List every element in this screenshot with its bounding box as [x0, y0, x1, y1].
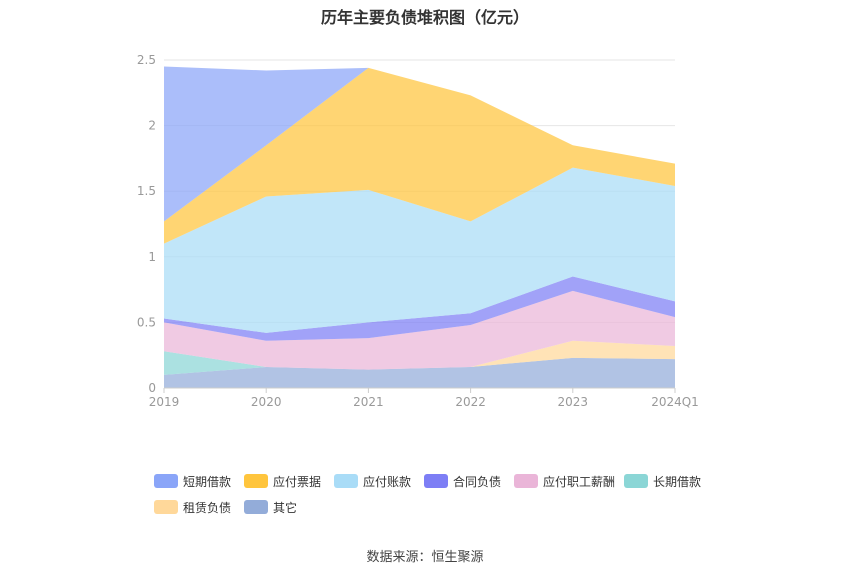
legend-label: 其它	[273, 500, 298, 515]
y-tick-label: 1	[148, 250, 156, 264]
area-series	[164, 66, 675, 388]
y-tick-label: 0.5	[137, 315, 156, 329]
legend-swatch	[514, 474, 538, 488]
legend-item[interactable]: 其它	[244, 498, 297, 516]
legend-swatch	[244, 474, 268, 488]
y-tick-label: 2	[148, 119, 156, 133]
x-tick-label: 2019	[149, 395, 180, 409]
area-1[interactable]	[164, 340, 675, 375]
area-4[interactable]	[164, 276, 675, 341]
y-tick-label: 0	[148, 381, 156, 395]
legend-label: 短期借款	[183, 474, 232, 489]
legend-label: 租赁负债	[183, 500, 232, 515]
legend-label: 应付账款	[363, 474, 412, 489]
x-tick-label: 2021	[353, 395, 384, 409]
legend-item[interactable]: 应付职工薪酬	[514, 472, 615, 490]
area-7[interactable]	[164, 66, 675, 222]
legend-item[interactable]: 短期借款	[154, 472, 231, 490]
area-6[interactable]	[164, 67, 675, 244]
data-source: 数据来源：恒生聚源	[366, 550, 484, 565]
legend-swatch	[154, 474, 178, 488]
legend-item[interactable]: 租赁负债	[154, 498, 231, 516]
y-tick-label: 2.5	[137, 53, 156, 67]
x-tick-label: 2022	[455, 395, 486, 409]
legend-swatch	[244, 500, 268, 514]
legend-label: 长期借款	[653, 474, 702, 489]
legend-swatch	[154, 500, 178, 514]
x-tick-label: 2020	[251, 395, 282, 409]
legend-item[interactable]: 长期借款	[624, 472, 701, 490]
stacked-area-chart: 0 0.5 1 1.5 2 2.5 2019 2020 2021 2022 2023 2024Q1	[137, 53, 699, 409]
area-5[interactable]	[164, 167, 675, 333]
y-tick-label: 1.5	[137, 184, 156, 198]
legend-item[interactable]: 应付账款	[334, 472, 411, 490]
legend-swatch	[334, 474, 358, 488]
legend-swatch	[424, 474, 448, 488]
area-0[interactable]	[164, 357, 675, 388]
chart-title: 历年主要负债堆积图（亿元）	[320, 8, 529, 27]
x-tick-label: 2023	[558, 395, 589, 409]
area-3[interactable]	[164, 290, 675, 370]
legend-swatch	[624, 474, 648, 488]
legend-item[interactable]: 合同负债	[424, 472, 501, 490]
legend-label: 应付职工薪酬	[543, 474, 616, 489]
axes: 0 0.5 1 1.5 2 2.5 2019 2020 2021 2022 2023 2024Q1	[137, 53, 699, 409]
x-tick-label: 2024Q1	[651, 395, 699, 409]
legend-label: 应付票据	[273, 474, 322, 489]
legend-label: 合同负债	[453, 474, 502, 489]
legend-item[interactable]: 应付票据	[244, 472, 321, 490]
